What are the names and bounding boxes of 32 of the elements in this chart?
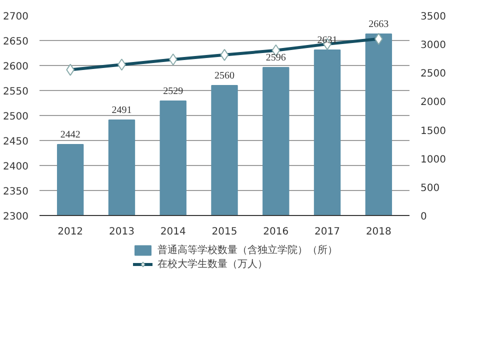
y-tick-label: 2500 xyxy=(3,112,29,122)
data-label: 2596 xyxy=(266,52,286,64)
y2-tick-label: 0 xyxy=(420,212,427,222)
y-tick-label: 2650 xyxy=(3,36,29,48)
legend-label: 在校大学生数量（万人） xyxy=(158,258,268,271)
y-tick-label: 2300 xyxy=(3,212,29,222)
data-label: 2663 xyxy=(368,19,389,30)
y2-tick-label: 1000 xyxy=(420,154,446,166)
x-tick-label: 2016 xyxy=(263,226,289,238)
y2-tick-label: 3500 xyxy=(420,12,446,22)
x-tick-label: 2013 xyxy=(109,226,134,238)
x-tick-label: 2014 xyxy=(160,226,186,238)
y2-tick-label: 2500 xyxy=(420,68,446,80)
x-tick-label: 2017 xyxy=(314,226,340,238)
y-tick-label: 2450 xyxy=(3,136,29,148)
y2-tick-label: 2000 xyxy=(420,97,446,108)
y-tick-label: 2600 xyxy=(3,62,29,72)
legend-label: 普通高等学校数量（含独立学院）（所） xyxy=(158,244,338,257)
y-tick-label: 2700 xyxy=(3,12,29,22)
y2-tick-label: 500 xyxy=(420,182,440,194)
y2-tick-label: 1500 xyxy=(420,126,446,137)
y-tick-label: 2400 xyxy=(3,162,29,172)
x-tick-label: 2012 xyxy=(58,226,84,238)
y2-tick-label: 3000 xyxy=(420,40,446,52)
y-tick-label: 2350 xyxy=(3,186,29,198)
data-label: 2442 xyxy=(60,130,80,140)
data-label: 2529 xyxy=(163,86,184,97)
x-tick-label: 2015 xyxy=(212,226,238,238)
x-tick-label: 2018 xyxy=(366,226,392,238)
data-label: 2560 xyxy=(214,70,234,82)
y-tick-label: 2550 xyxy=(3,86,29,98)
data-label: 2491 xyxy=(112,105,132,116)
